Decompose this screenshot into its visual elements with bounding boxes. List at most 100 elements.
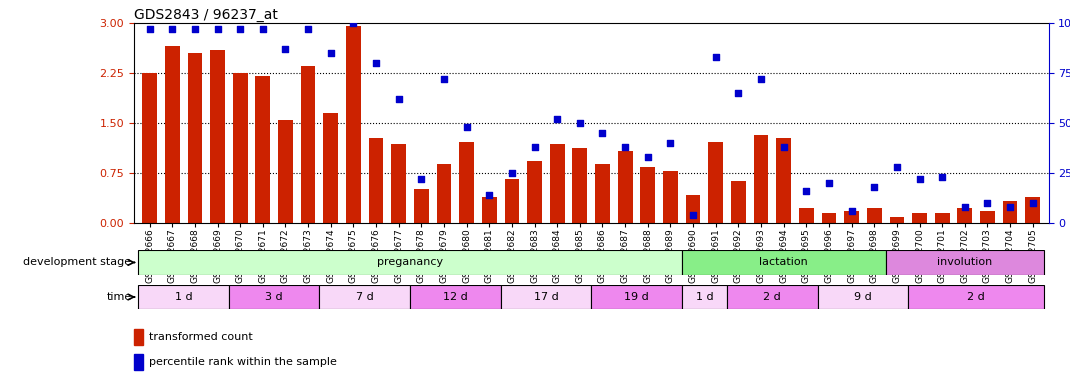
- Bar: [528, 161, 541, 223]
- Bar: [369, 137, 383, 223]
- Point: [594, 130, 611, 136]
- Bar: [958, 208, 973, 223]
- Point: [322, 50, 339, 56]
- Bar: [708, 142, 723, 223]
- Text: time: time: [106, 292, 132, 302]
- Bar: [1003, 202, 1018, 223]
- Point: [209, 26, 226, 32]
- Point: [730, 90, 747, 96]
- Bar: [682, 250, 886, 275]
- Point: [934, 174, 951, 180]
- Bar: [210, 50, 225, 223]
- Text: lactation: lactation: [760, 257, 808, 268]
- Text: 12 d: 12 d: [443, 292, 468, 302]
- Point: [707, 54, 724, 60]
- Bar: [323, 113, 338, 223]
- Point: [888, 164, 905, 170]
- Point: [526, 144, 544, 150]
- Text: preganancy: preganancy: [377, 257, 443, 268]
- Bar: [753, 135, 768, 223]
- Point: [141, 26, 158, 32]
- Bar: [550, 144, 565, 223]
- Bar: [889, 217, 904, 223]
- Bar: [595, 164, 610, 223]
- Bar: [187, 53, 202, 223]
- Bar: [1025, 197, 1040, 223]
- Point: [798, 188, 815, 194]
- Bar: [663, 171, 677, 223]
- Point: [345, 20, 362, 26]
- Text: 1 d: 1 d: [174, 292, 193, 302]
- Bar: [935, 214, 949, 223]
- Text: development stage: development stage: [24, 257, 132, 268]
- Bar: [229, 285, 320, 309]
- Bar: [686, 195, 701, 223]
- Point: [480, 192, 498, 198]
- Bar: [886, 250, 1044, 275]
- Bar: [437, 164, 452, 223]
- Text: percentile rank within the sample: percentile rank within the sample: [149, 358, 337, 367]
- Bar: [482, 197, 496, 223]
- Point: [186, 26, 203, 32]
- Text: 17 d: 17 d: [534, 292, 559, 302]
- Point: [752, 76, 769, 82]
- Point: [503, 170, 520, 176]
- Point: [616, 144, 633, 150]
- Point: [821, 180, 838, 186]
- Bar: [138, 285, 229, 309]
- Point: [458, 124, 475, 130]
- Point: [775, 144, 792, 150]
- Point: [843, 208, 860, 214]
- Point: [367, 60, 384, 66]
- Bar: [980, 211, 995, 223]
- Point: [866, 184, 883, 190]
- Point: [231, 26, 248, 32]
- Point: [549, 116, 566, 122]
- Point: [391, 96, 408, 102]
- Bar: [572, 148, 587, 223]
- Point: [300, 26, 317, 32]
- Bar: [278, 119, 293, 223]
- Bar: [817, 285, 908, 309]
- Bar: [731, 181, 746, 223]
- Bar: [799, 208, 813, 223]
- Text: 3 d: 3 d: [265, 292, 282, 302]
- Bar: [165, 46, 180, 223]
- Bar: [392, 144, 406, 223]
- Point: [435, 76, 453, 82]
- Bar: [142, 73, 157, 223]
- Text: 7 d: 7 d: [356, 292, 373, 302]
- Bar: [320, 285, 410, 309]
- Point: [413, 176, 430, 182]
- Point: [957, 204, 974, 210]
- Bar: [505, 179, 519, 223]
- Bar: [641, 167, 655, 223]
- Point: [164, 26, 181, 32]
- Bar: [867, 208, 882, 223]
- Bar: [459, 142, 474, 223]
- Point: [639, 154, 656, 160]
- Point: [911, 176, 928, 182]
- Point: [1024, 200, 1041, 206]
- Bar: [138, 250, 682, 275]
- Bar: [256, 76, 271, 223]
- Text: 1 d: 1 d: [696, 292, 714, 302]
- Text: transformed count: transformed count: [149, 333, 253, 343]
- Point: [277, 46, 294, 52]
- Bar: [727, 285, 817, 309]
- Bar: [414, 189, 429, 223]
- Point: [1002, 204, 1019, 210]
- Bar: [844, 211, 859, 223]
- Text: 9 d: 9 d: [854, 292, 872, 302]
- Point: [662, 140, 679, 146]
- Text: 19 d: 19 d: [624, 292, 648, 302]
- Point: [685, 212, 702, 218]
- Bar: [591, 285, 682, 309]
- Text: GDS2843 / 96237_at: GDS2843 / 96237_at: [134, 8, 277, 22]
- Text: 2 d: 2 d: [967, 292, 985, 302]
- Text: 2 d: 2 d: [764, 292, 781, 302]
- Bar: [134, 329, 143, 345]
- Bar: [501, 285, 591, 309]
- Text: involution: involution: [937, 257, 993, 268]
- Point: [255, 26, 272, 32]
